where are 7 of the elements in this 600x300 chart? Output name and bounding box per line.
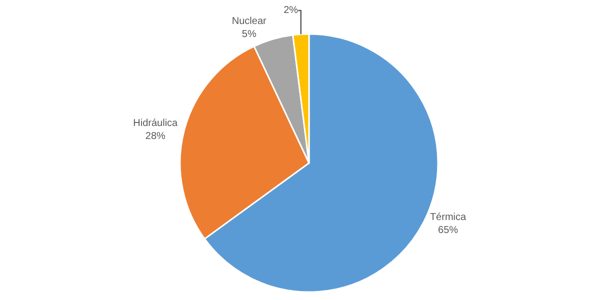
slice-label: Hidráulica [133, 118, 178, 130]
slice-label: Nuclear [232, 16, 268, 28]
data-label: 2% [284, 5, 298, 16]
data-label: 5% [242, 29, 256, 40]
data-label: 65% [438, 225, 458, 236]
slice-label: Térmica [430, 212, 466, 224]
data-label: 28% [145, 131, 166, 142]
